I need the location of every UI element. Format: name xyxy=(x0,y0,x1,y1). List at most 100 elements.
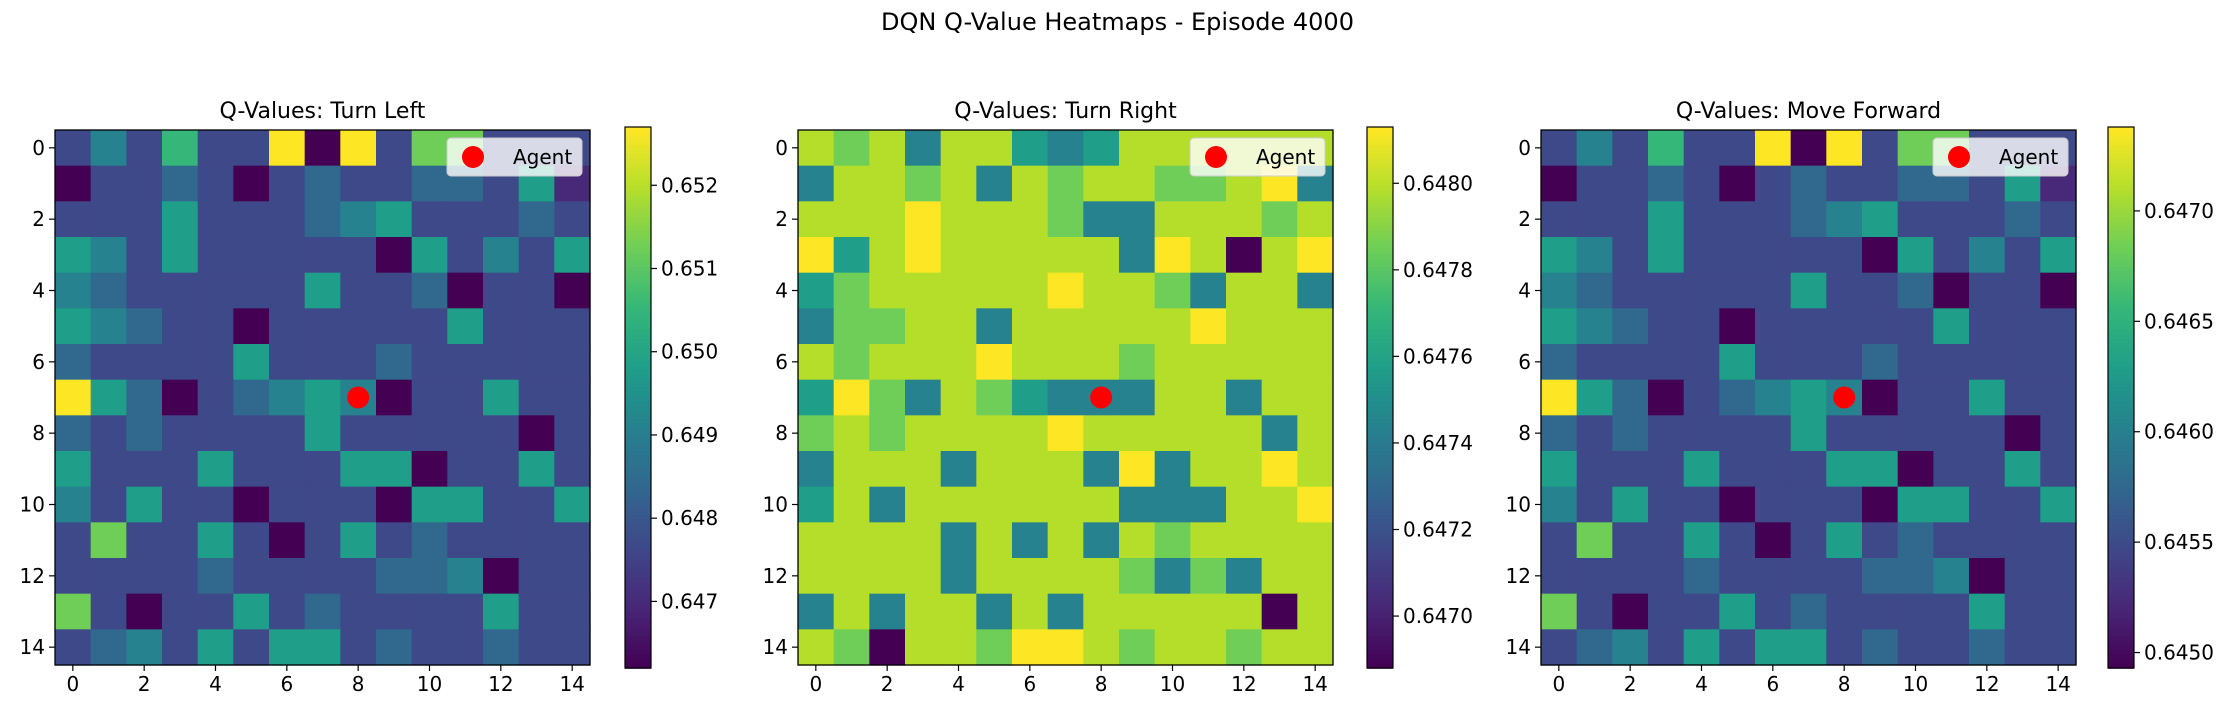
heatmap-cell xyxy=(269,344,306,381)
heatmap-cell xyxy=(1969,237,2006,274)
heatmap-cell xyxy=(1897,486,1934,523)
colorbar-segment xyxy=(625,181,651,187)
heatmap-cell xyxy=(1933,237,1970,274)
heatmap-cell xyxy=(798,344,835,381)
heatmap-cell xyxy=(1755,165,1792,202)
colorbar-segment xyxy=(1367,257,1393,264)
colorbar-segment xyxy=(625,365,651,372)
colorbar-segment xyxy=(625,402,651,408)
heatmap-cell xyxy=(411,415,448,452)
heatmap-cell xyxy=(798,379,835,416)
heatmap-cell xyxy=(269,415,306,452)
colorbar-segment xyxy=(2108,325,2134,331)
heatmap-cell xyxy=(1790,165,1827,202)
heatmap-cell xyxy=(1261,486,1298,523)
heatmap-cell xyxy=(55,629,92,666)
heatmap-cell xyxy=(376,629,413,666)
heatmap-cell xyxy=(2004,593,2041,630)
colorbar-segment xyxy=(1367,636,1393,642)
colorbar-segment xyxy=(1367,145,1393,151)
colorbar-segment xyxy=(2108,496,2134,502)
colorbar-segment xyxy=(1367,456,1393,462)
heatmap-cell xyxy=(1261,415,1298,452)
colorbar-segment xyxy=(2108,329,2134,336)
colorbar-segment xyxy=(2108,149,2134,155)
heatmap-cell xyxy=(976,486,1013,523)
x-tick-label: 6 xyxy=(1766,672,1779,696)
colorbar-segment xyxy=(625,496,651,502)
heatmap-cell xyxy=(1012,593,1049,630)
heatmap-cell xyxy=(376,130,413,167)
colorbar-segment xyxy=(625,388,651,394)
colorbar-segment xyxy=(625,244,651,250)
colorbar-segment xyxy=(625,406,651,412)
heatmap-cell xyxy=(90,629,127,666)
heatmap-cell xyxy=(162,451,199,488)
legend-label: Agent xyxy=(1256,145,1315,169)
heatmap-cell xyxy=(55,201,92,238)
heatmap-cell xyxy=(1862,237,1899,274)
colorbar-segment xyxy=(2108,140,2134,146)
colorbar-segment xyxy=(625,420,651,426)
colorbar-segment xyxy=(1367,568,1393,575)
colorbar-segment xyxy=(1367,582,1393,588)
heatmap-cell xyxy=(976,344,1013,381)
heatmap-cell xyxy=(1933,201,1970,238)
heatmap-cell xyxy=(1826,486,1863,523)
heatmap-cell xyxy=(1119,629,1156,666)
heatmap-cell xyxy=(1297,415,1334,452)
colorbar-segment xyxy=(2108,600,2134,606)
heatmap-cell xyxy=(1083,522,1120,559)
heatmap-cell xyxy=(798,522,835,559)
y-tick-label: 12 xyxy=(20,564,45,588)
colorbar-segment xyxy=(625,483,651,489)
heatmap-cell xyxy=(55,593,92,630)
colorbar-tick-label: 0.647 xyxy=(661,589,718,613)
heatmap-cell xyxy=(162,629,199,666)
colorbar-segment xyxy=(1367,546,1393,552)
colorbar-segment xyxy=(2108,172,2134,178)
heatmap-cell xyxy=(1297,344,1334,381)
heatmap-cell xyxy=(1719,522,1756,559)
heatmap-cell xyxy=(905,629,942,666)
heatmap-cell xyxy=(340,558,377,595)
heatmap-cell xyxy=(162,344,199,381)
heatmap-cell xyxy=(304,451,341,488)
heatmap-cell xyxy=(483,308,520,345)
heatmap-cell xyxy=(1612,344,1649,381)
heatmap-cell xyxy=(1226,272,1263,309)
colorbar-segment xyxy=(2108,456,2134,462)
colorbar-segment xyxy=(1367,136,1393,142)
colorbar-segment xyxy=(1367,591,1393,597)
heatmap-cell xyxy=(340,237,377,274)
heatmap-cell xyxy=(1826,451,1863,488)
colorbar-segment xyxy=(625,338,651,345)
heatmap-cell xyxy=(55,344,92,381)
heatmap-cell xyxy=(1576,379,1613,416)
x-tick-label: 14 xyxy=(1302,672,1327,696)
colorbar-segment xyxy=(2108,519,2134,525)
colorbar-segment xyxy=(625,514,651,521)
colorbar-tick-label: 0.6476 xyxy=(1403,344,1473,368)
colorbar-segment xyxy=(2108,271,2134,277)
heatmap-cell xyxy=(554,593,591,630)
colorbar-segment xyxy=(1367,316,1393,322)
heatmap-cell xyxy=(2040,415,2077,452)
colorbar-segment xyxy=(1367,577,1393,584)
colorbar-segment xyxy=(1367,293,1393,300)
heatmap-cell xyxy=(1012,522,1049,559)
heatmap-cell xyxy=(1790,130,1827,167)
colorbar-segment xyxy=(1367,586,1393,593)
heatmap-cell xyxy=(1541,344,1578,381)
legend: Agent xyxy=(446,137,583,177)
colorbar-segment xyxy=(625,447,651,453)
heatmap-cell xyxy=(126,593,163,630)
heatmap-cell xyxy=(1047,629,1084,666)
heatmap-cell xyxy=(55,130,92,167)
colorbar-segment xyxy=(625,316,651,322)
heatmap-cell xyxy=(1297,558,1334,595)
colorbar-segment xyxy=(1367,555,1393,561)
heatmap-cell xyxy=(1826,522,1863,559)
colorbar-segment xyxy=(2108,239,2134,246)
colorbar-segment xyxy=(2108,136,2134,142)
